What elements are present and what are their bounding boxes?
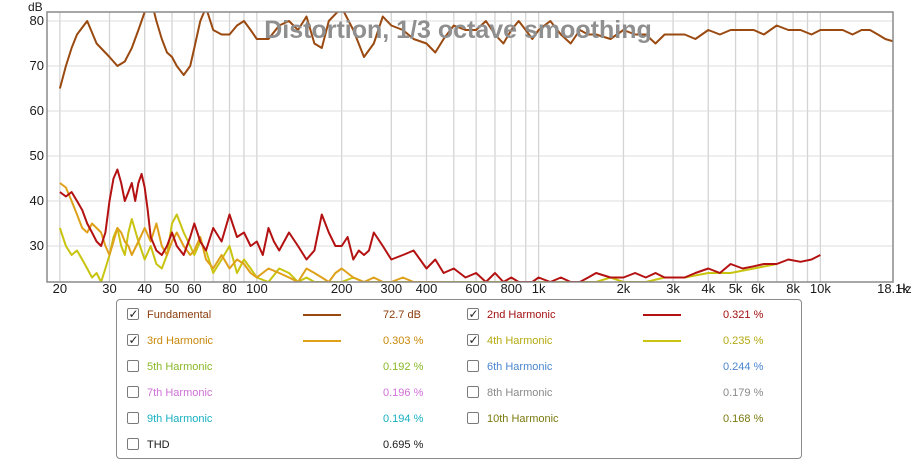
checkbox-3rd-harmonic[interactable]: ✓ (127, 333, 139, 347)
checkbox-thd[interactable] (127, 438, 139, 450)
legend-value: 72.7 dB (383, 309, 421, 321)
grid-lines (47, 12, 893, 282)
legend-value: 0.244 % (723, 361, 764, 373)
legend-name: Fundamental (147, 309, 212, 321)
legend-swatch (643, 314, 681, 316)
legend-row-3rd-harmonic: ✓ 3rd Harmonic 0.303 % (127, 332, 447, 350)
legend-swatch (303, 340, 341, 342)
legend-name: 9th Harmonic (147, 413, 213, 425)
legend-swatch (643, 340, 681, 342)
checkbox-9th-harmonic[interactable] (127, 412, 139, 424)
x-tick-label: 80 (222, 281, 236, 296)
legend-row-2nd-harmonic: ✓ 2nd Harmonic 0.321 % (467, 306, 787, 324)
series-line-2nd-harmonic (59, 168, 821, 282)
checkbox-10th-harmonic[interactable] (467, 412, 479, 424)
legend-value: 0.235 % (723, 335, 764, 347)
x-tick-label: 6k (751, 281, 765, 296)
y-tick-label: 30 (30, 238, 44, 253)
legend-row-6th-harmonic: 6th Harmonic 0.244 % (467, 358, 787, 376)
x-tick-label: 40 (137, 281, 151, 296)
legend-row-8th-harmonic: 8th Harmonic 0.179 % (467, 384, 787, 402)
legend-row-5th-harmonic: 5th Harmonic 0.192 % (127, 358, 447, 376)
legend-name: 10th Harmonic (487, 413, 559, 425)
series-line-fundamental (58, 12, 893, 89)
legend-value: 0.179 % (723, 387, 764, 399)
y-tick-label: 40 (30, 193, 44, 208)
checkbox-2nd-harmonic[interactable]: ✓ (467, 307, 479, 321)
y-tick-label: 50 (30, 148, 44, 163)
checkmark-icon: ✓ (128, 333, 139, 347)
x-tick-label: 100 (246, 281, 268, 296)
x-tick-label: 800 (500, 281, 522, 296)
legend-panel: ✓ Fundamental 72.7 dB ✓ 2nd Harmonic 0.321 % ✓… (116, 299, 802, 459)
legend-name: 5th Harmonic (147, 361, 213, 373)
y-tick-label: 60 (30, 103, 44, 118)
x-tick-label: 200 (331, 281, 353, 296)
legend-value: 0.196 % (383, 387, 424, 399)
x-tick-label: 3k (666, 281, 680, 296)
axis-tick-labels: 20 30 40 50 60 80 100 200 300 400 600 800 1k 2k 3k 4k 5k… (30, 13, 910, 296)
checkmark-icon: ✓ (468, 333, 479, 347)
x-tick-label: 4k (701, 281, 715, 296)
checkbox-fundamental[interactable]: ✓ (127, 307, 139, 321)
series-line-4th-harmonic (58, 213, 777, 282)
legend-row-10th-harmonic: 10th Harmonic 0.168 % (467, 410, 787, 428)
x-tick-label: 1k (532, 281, 546, 296)
x-tick-label: 5k (729, 281, 743, 296)
legend-row-9th-harmonic: 9th Harmonic 0.194 % (127, 410, 447, 428)
x-tick-label: 50 (165, 281, 179, 296)
legend-value: 0.321 % (723, 309, 764, 321)
x-tick-label: 8k (786, 281, 800, 296)
legend-swatch (303, 314, 341, 316)
legend-name: 8th Harmonic (487, 387, 553, 399)
checkmark-icon: ✓ (468, 307, 479, 321)
legend-row-thd: THD 0.695 % (127, 436, 447, 454)
x-tick-label: 18.1k (877, 281, 909, 296)
x-tick-label: 20 (53, 281, 67, 296)
checkmark-icon: ✓ (128, 307, 139, 321)
x-tick-label: 2k (617, 281, 631, 296)
x-tick-label: 10k (810, 281, 831, 296)
plot-frame (46, 11, 894, 283)
y-axis-unit: dB (28, 0, 43, 14)
x-tick-label: 400 (416, 281, 438, 296)
legend-value: 0.194 % (383, 413, 424, 425)
distortion-chart: 20 30 40 50 60 80 100 200 300 400 600 800 1k 2k 3k 4k 5k… (28, 0, 912, 296)
legend-name: THD (147, 439, 170, 451)
legend-value: 0.168 % (723, 413, 764, 425)
checkbox-8th-harmonic[interactable] (467, 386, 479, 398)
x-tick-label: 300 (380, 281, 402, 296)
legend-name: 2nd Harmonic (487, 309, 556, 321)
y-tick-label: 70 (30, 58, 44, 73)
checkbox-6th-harmonic[interactable] (467, 360, 479, 372)
series-line-3rd-harmonic (59, 182, 444, 282)
x-tick-label: 30 (102, 281, 116, 296)
legend-value: 0.303 % (383, 335, 424, 347)
legend-name: 7th Harmonic (147, 387, 213, 399)
x-axis-unit: Hz (897, 282, 912, 296)
legend-row-7th-harmonic: 7th Harmonic 0.196 % (127, 384, 447, 402)
legend-value: 0.695 % (383, 439, 424, 451)
x-tick-label: 60 (187, 281, 201, 296)
checkbox-7th-harmonic[interactable] (127, 386, 139, 398)
legend-name: 3rd Harmonic (147, 335, 214, 347)
legend-name: 6th Harmonic (487, 361, 553, 373)
legend-value: 0.192 % (383, 361, 424, 373)
legend-row-fundamental: ✓ Fundamental 72.7 dB (127, 306, 447, 324)
y-tick-label: 80 (30, 13, 44, 28)
chart-title: Distortion, 1/3 octave smoothing (264, 16, 652, 44)
legend-name: 4th Harmonic (487, 335, 553, 347)
x-tick-label: 600 (465, 281, 487, 296)
legend-row-4th-harmonic: ✓ 4th Harmonic 0.235 % (467, 332, 787, 350)
checkbox-5th-harmonic[interactable] (127, 360, 139, 372)
checkbox-4th-harmonic[interactable]: ✓ (467, 333, 479, 347)
series-lines (58, 12, 893, 282)
